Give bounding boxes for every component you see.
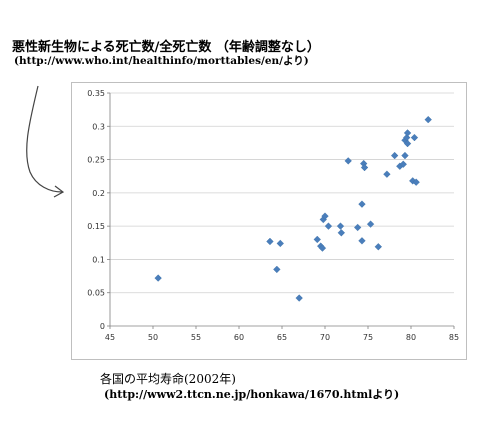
data-point	[403, 139, 412, 148]
x-tick-label: 80	[406, 333, 416, 342]
data-point	[276, 239, 284, 248]
data-point	[313, 235, 321, 244]
data-points	[154, 115, 432, 302]
scatter-plot: 0 0.05 0.1 0.15 0.2 0.25 0.3 0.35 45 50 55 60 65 70 7…	[87, 89, 459, 342]
y-tick-label: 0	[100, 322, 105, 331]
x-tick-label: 70	[320, 333, 330, 342]
hand-drawn-arrow-icon	[26, 85, 65, 198]
x-tick-label: 85	[449, 333, 459, 342]
data-point	[353, 223, 362, 232]
x-tick-label: 45	[105, 333, 115, 342]
y-tick-label: 0.25	[87, 156, 105, 165]
data-point	[374, 243, 383, 251]
y-tick-label: 0.1	[92, 255, 105, 264]
y-tick-label: 0.35	[87, 89, 105, 98]
y-tick-label: 0.2	[92, 189, 105, 198]
data-point	[358, 237, 366, 245]
chart-area: 0 0.05 0.1 0.15 0.2 0.25 0.3 0.35 45 50 55 60 65 70 7…	[71, 82, 467, 360]
chart-title: 悪性新生物による死亡数/全死亡数 （年齢調整なし）	[12, 40, 320, 55]
x-tick-label: 55	[191, 333, 201, 342]
data-point	[336, 222, 345, 230]
data-point	[383, 170, 391, 178]
x-axis-caption: 各国の平均寿命(2002年)	[100, 372, 236, 386]
data-point	[401, 151, 409, 160]
data-point	[321, 212, 329, 220]
gridlines	[110, 92, 454, 294]
data-point	[366, 220, 375, 228]
data-point	[273, 265, 281, 274]
data-point	[358, 200, 366, 208]
data-point	[266, 237, 274, 246]
x-tick-label: 60	[234, 333, 244, 342]
y-tick-labels: 0 0.05 0.1 0.15 0.2 0.25 0.3 0.35	[87, 89, 105, 331]
data-point	[412, 178, 420, 186]
x-tick-label: 50	[148, 333, 158, 342]
data-point	[390, 151, 399, 160]
data-point	[154, 274, 162, 282]
data-point	[410, 133, 419, 142]
data-point	[344, 157, 352, 165]
y-tick-label: 0.05	[87, 289, 105, 298]
data-point	[295, 294, 303, 302]
title-source-url: (http://www.who.int/healthinfo/morttable…	[14, 55, 309, 67]
y-tick-label: 0.15	[87, 222, 105, 231]
data-point	[424, 115, 432, 124]
axes	[107, 92, 455, 329]
x-tick-label: 75	[363, 333, 373, 342]
caption-source-url: (http://www2.ttcn.ne.jp/honkawa/1670.htm…	[104, 388, 400, 401]
x-tick-labels: 45 50 55 60 65 70 75 80 85	[105, 333, 459, 342]
data-point	[318, 244, 327, 252]
data-point	[403, 129, 412, 137]
data-point	[337, 229, 346, 237]
x-tick-label: 65	[277, 333, 287, 342]
data-point	[399, 160, 407, 168]
data-point	[324, 222, 333, 230]
data-point	[360, 163, 369, 172]
y-tick-label: 0.3	[92, 122, 105, 131]
